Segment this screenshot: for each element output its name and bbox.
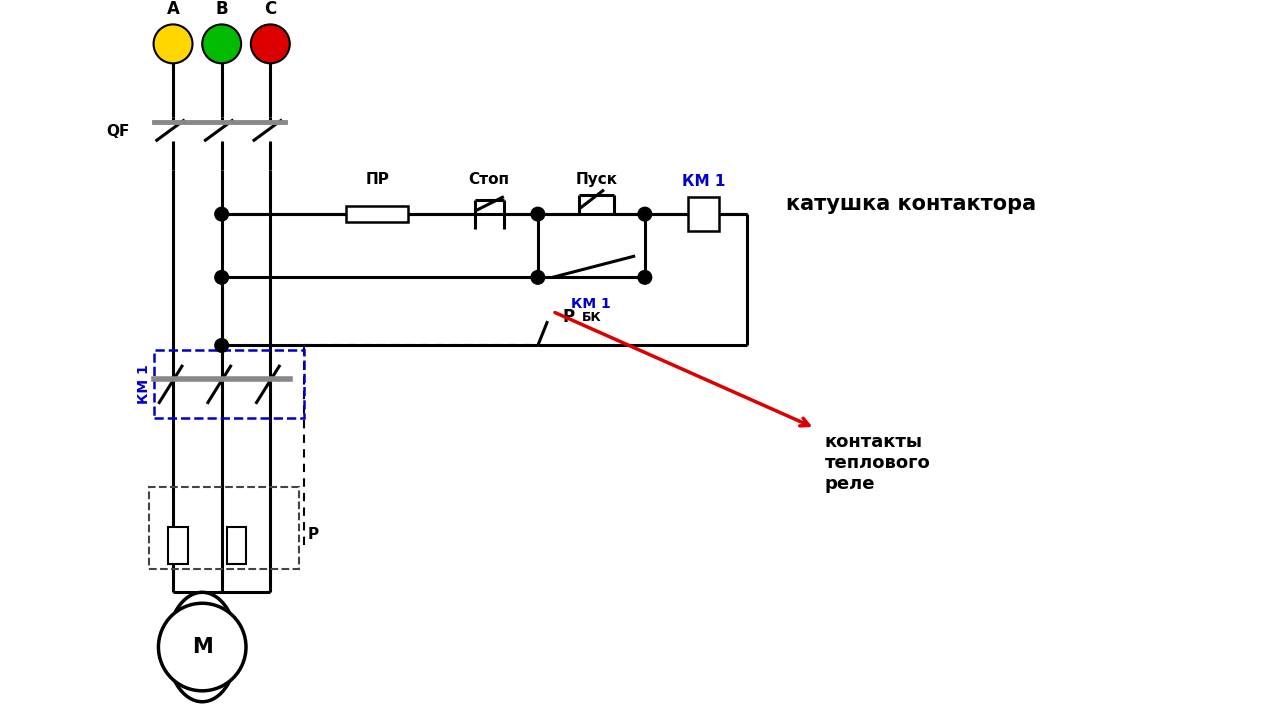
Text: C: C: [264, 0, 276, 17]
Text: Р: Р: [307, 527, 319, 542]
Text: Р: Р: [562, 308, 575, 326]
Circle shape: [531, 207, 545, 221]
Text: М: М: [192, 637, 212, 657]
Text: контакты
теплового
реле: контакты теплового реле: [824, 433, 931, 492]
Circle shape: [159, 603, 246, 690]
Circle shape: [637, 271, 652, 284]
Bar: [687, 197, 719, 231]
Text: ПР: ПР: [365, 172, 389, 187]
Circle shape: [215, 207, 228, 221]
Text: B: B: [215, 0, 228, 17]
Bar: [227, 527, 246, 564]
Text: A: A: [166, 0, 179, 17]
Circle shape: [251, 24, 289, 63]
Bar: [148, 487, 300, 570]
Bar: [154, 351, 305, 418]
Text: Пуск: Пуск: [575, 172, 617, 187]
Circle shape: [154, 24, 192, 63]
Circle shape: [637, 207, 652, 221]
Ellipse shape: [168, 593, 237, 702]
Text: катушка контактора: катушка контактора: [786, 194, 1036, 215]
Circle shape: [531, 271, 545, 284]
Bar: [168, 527, 188, 564]
Text: БК: БК: [581, 311, 602, 325]
Circle shape: [215, 338, 228, 352]
Text: КМ 1: КМ 1: [681, 174, 724, 189]
Text: Стоп: Стоп: [468, 172, 509, 187]
Circle shape: [202, 24, 241, 63]
Bar: [346, 207, 408, 222]
Text: КМ 1: КМ 1: [137, 364, 151, 404]
Circle shape: [215, 271, 228, 284]
Text: QF: QF: [106, 124, 129, 139]
Text: КМ 1: КМ 1: [571, 297, 612, 311]
